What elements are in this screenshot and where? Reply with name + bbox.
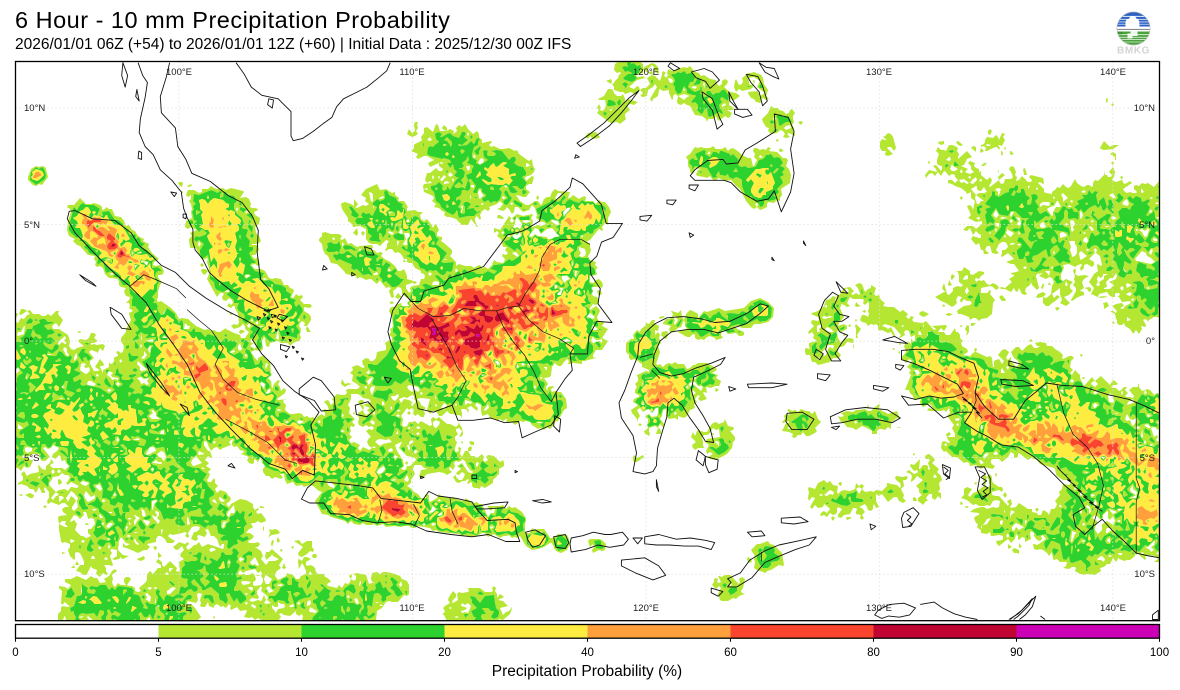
svg-text:Precipitation Probability (%): Precipitation Probability (%) xyxy=(492,663,682,680)
svg-text:10°S: 10°S xyxy=(1134,569,1155,580)
svg-text:40: 40 xyxy=(581,647,594,659)
svg-text:130°E: 130°E xyxy=(866,603,892,614)
svg-text:110°E: 110°E xyxy=(399,603,424,614)
svg-text:140°E: 140°E xyxy=(1100,603,1126,614)
svg-text:0°: 0° xyxy=(1146,336,1155,347)
svg-text:80: 80 xyxy=(867,647,880,659)
svg-text:100°E: 100°E xyxy=(166,67,192,78)
svg-text:20: 20 xyxy=(438,647,451,659)
svg-text:130°E: 130°E xyxy=(866,67,892,78)
svg-text:10°N: 10°N xyxy=(1134,103,1155,114)
svg-text:BMKG: BMKG xyxy=(1117,46,1150,57)
svg-text:90: 90 xyxy=(1010,647,1023,659)
svg-text:0: 0 xyxy=(12,647,18,659)
svg-text:140°E: 140°E xyxy=(1100,67,1126,78)
svg-text:5°N: 5°N xyxy=(24,220,40,231)
svg-text:120°E: 120°E xyxy=(633,603,659,614)
svg-text:10: 10 xyxy=(295,647,308,659)
svg-text:10°S: 10°S xyxy=(24,569,45,580)
svg-text:110°E: 110°E xyxy=(399,67,424,78)
svg-text:5°N: 5°N xyxy=(1139,220,1155,231)
svg-text:100: 100 xyxy=(1150,647,1169,659)
svg-text:5°S: 5°S xyxy=(24,453,39,464)
svg-text:0°: 0° xyxy=(24,336,33,347)
svg-text:10°N: 10°N xyxy=(24,103,45,114)
svg-text:60: 60 xyxy=(724,647,737,659)
svg-text:100°E: 100°E xyxy=(166,603,192,614)
svg-text:120°E: 120°E xyxy=(633,67,659,78)
svg-text:5: 5 xyxy=(155,647,161,659)
svg-text:5°S: 5°S xyxy=(1140,453,1155,464)
